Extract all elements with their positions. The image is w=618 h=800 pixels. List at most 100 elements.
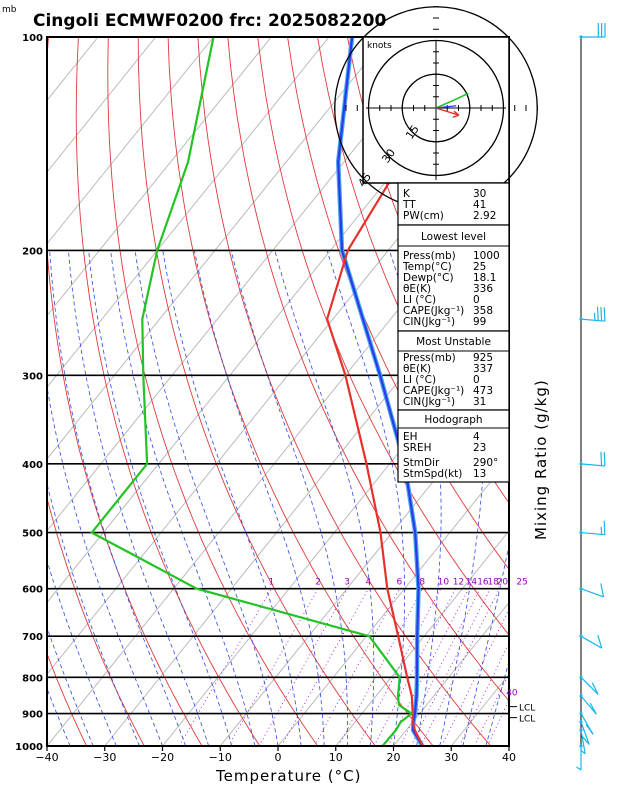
sounding-curves	[90, 37, 486, 746]
wind-barb-staff	[580, 695, 597, 715]
index-top-row-label: K	[403, 188, 411, 200]
wind-barb-dot	[579, 720, 583, 724]
indices-top-box	[397, 182, 510, 226]
hodograph-index-row-value: 13	[473, 468, 486, 480]
wind-barb-dot	[579, 675, 583, 679]
most-unstable-title: Most Unstable	[416, 336, 491, 348]
wind-barb-dot	[579, 317, 583, 321]
hodograph-trace	[435, 92, 469, 109]
storm-motion-arrowhead	[452, 110, 460, 118]
wind-barb-dot	[579, 634, 583, 638]
dry-adiabat-line	[47, 37, 203, 746]
mixing-ratio-line	[338, 588, 423, 746]
mixing-ratio-label: 8	[419, 578, 425, 588]
hodograph-index-row-label: EH	[403, 431, 418, 443]
mixing-ratio-label: 10	[438, 578, 450, 588]
lowest-level-row-value: 99	[473, 316, 486, 328]
temperature-curve	[325, 37, 486, 746]
mixing-ratio-line	[387, 588, 470, 746]
mixing-ratio-label: 6	[397, 578, 403, 588]
moist-adiabat-line	[485, 659, 509, 746]
mixing-ratio-label: 40	[506, 689, 518, 699]
lowest-level-row-value: 18.1	[473, 272, 496, 284]
most-unstable-row-label: CAPE(Jkg⁻¹)	[403, 385, 464, 397]
moist-adiabat-line	[508, 744, 509, 746]
most-unstable-row-value: 31	[473, 396, 486, 408]
wind-barb-dot	[579, 530, 583, 535]
wind-barb	[579, 583, 605, 598]
mixing-ratio-line	[258, 588, 348, 746]
index-top-row-value: 2.92	[473, 210, 496, 222]
mixing-ratio-label: 25	[516, 578, 527, 588]
wind-barb-feather	[600, 583, 605, 598]
hodograph-index-row-label: StmSpd(kt)	[403, 468, 462, 480]
wind-barb-feather	[581, 735, 590, 745]
mixing-ratio-line	[228, 588, 319, 746]
wind-barb-feather	[597, 635, 603, 649]
wind-barb	[579, 675, 599, 695]
wind-barb-feather	[600, 451, 603, 466]
isotherm-line	[47, 37, 330, 388]
dry-adiabat-line	[587, 37, 618, 746]
wind-barb-dot	[579, 462, 583, 466]
isotherm-line	[47, 37, 99, 102]
lowest-level-row-label: Dewp(°C)	[403, 272, 454, 284]
pressure-unit-label: mb	[2, 5, 17, 15]
lcl-label: LCL	[519, 715, 535, 725]
mean-wind-arrow	[435, 105, 457, 109]
indices-table: K 30 TT 41 PW(cm) 2.92 Lowest level Press(mb) 10…	[397, 182, 510, 483]
mixing-ratio-line	[420, 588, 500, 746]
mixing-ratio-label: 3	[344, 578, 350, 588]
hodograph-index-row-label: SREH	[403, 442, 432, 454]
x-tick-label: 30	[444, 751, 458, 764]
dry-adiabat-line	[107, 37, 318, 746]
mixing-ratio-label: 12	[453, 578, 464, 588]
index-top-row-value: 41	[473, 199, 486, 211]
hodograph-title: knots	[367, 41, 392, 51]
isotherm-line	[47, 171, 509, 746]
lowest-level-row-label: Temp(°C)	[402, 261, 452, 273]
wind-barb	[579, 720, 590, 745]
most-unstable-row-value: 473	[473, 385, 493, 397]
isotherm-line	[47, 37, 214, 245]
wind-barb-feather	[596, 306, 599, 321]
wind-barb-dot	[579, 587, 583, 591]
most-unstable-row-label: LI (°C)	[403, 374, 436, 386]
wind-barb	[579, 711, 594, 735]
wind-barb	[579, 306, 606, 322]
mixing-ratio-label: 16	[477, 578, 489, 588]
moist-adiabat-line	[439, 250, 486, 746]
wind-barb-staff	[580, 635, 603, 649]
moist-adiabat-line	[47, 687, 71, 746]
mixing-ratio-line	[410, 588, 491, 746]
most-unstable-box	[397, 330, 510, 411]
isotherm-line	[508, 745, 509, 746]
wind-barb	[579, 520, 606, 536]
wind-barb-staff	[580, 318, 605, 322]
pressure-tick-label: 1000	[15, 742, 43, 753]
wind-barb-feather	[603, 451, 606, 467]
index-top-row-label: TT	[402, 199, 416, 211]
moist-adiabat-line	[193, 250, 325, 746]
wind-barb-staff	[580, 463, 605, 467]
x-tick-label: −30	[93, 751, 116, 764]
wind-barb-feather	[576, 766, 582, 771]
isotherm-line	[47, 37, 272, 317]
hodograph-indices-title: Hodograph	[424, 414, 482, 426]
lowest-level-box	[397, 224, 510, 332]
mixing-ratio-label: 1	[269, 578, 275, 588]
wind-barb-dot	[579, 35, 583, 39]
lowest-level-title: Lowest level	[421, 231, 486, 243]
mixing-ratio-line	[474, 672, 509, 746]
wind-barb-staff	[580, 588, 604, 598]
lowest-level-row-label: Press(mb)	[403, 250, 456, 262]
isotherm-line	[393, 601, 509, 746]
most-unstable-row-value: 337	[473, 363, 493, 375]
wind-barb	[579, 23, 606, 39]
hodograph-index-row-value: 4	[473, 431, 480, 443]
background-grid	[47, 37, 618, 746]
x-tick-label: −20	[151, 751, 174, 764]
